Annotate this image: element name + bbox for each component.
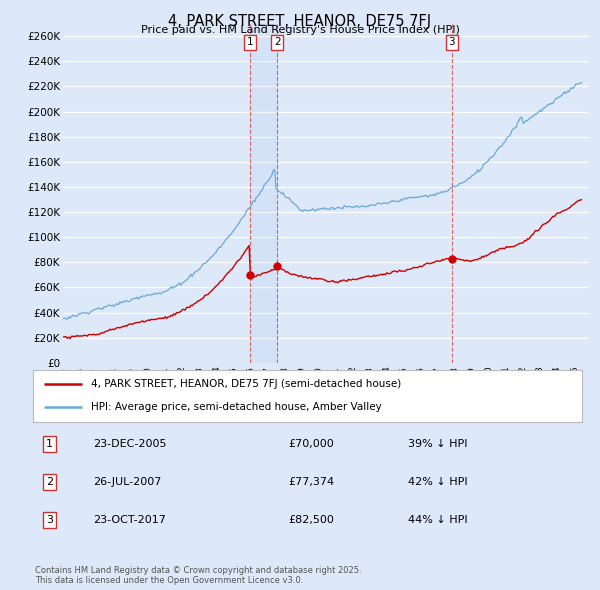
- Text: 26-JUL-2007: 26-JUL-2007: [93, 477, 161, 487]
- Bar: [250, 24, 277, 363]
- Text: 1: 1: [46, 439, 53, 448]
- Text: £82,500: £82,500: [288, 516, 334, 525]
- Text: 3: 3: [448, 37, 455, 47]
- Text: £70,000: £70,000: [288, 439, 334, 448]
- Text: 23-DEC-2005: 23-DEC-2005: [93, 439, 167, 448]
- Text: HPI: Average price, semi-detached house, Amber Valley: HPI: Average price, semi-detached house,…: [91, 402, 382, 412]
- Text: Price paid vs. HM Land Registry's House Price Index (HPI): Price paid vs. HM Land Registry's House …: [140, 25, 460, 35]
- Text: 4, PARK STREET, HEANOR, DE75 7FJ: 4, PARK STREET, HEANOR, DE75 7FJ: [169, 14, 431, 28]
- Text: 44% ↓ HPI: 44% ↓ HPI: [408, 516, 467, 525]
- Text: 3: 3: [46, 516, 53, 525]
- Text: 42% ↓ HPI: 42% ↓ HPI: [408, 477, 467, 487]
- Text: Contains HM Land Registry data © Crown copyright and database right 2025.
This d: Contains HM Land Registry data © Crown c…: [35, 566, 361, 585]
- Text: 23-OCT-2017: 23-OCT-2017: [93, 516, 166, 525]
- Text: £77,374: £77,374: [288, 477, 334, 487]
- Text: 2: 2: [274, 37, 280, 47]
- Text: 1: 1: [247, 37, 253, 47]
- Text: 39% ↓ HPI: 39% ↓ HPI: [408, 439, 467, 448]
- Text: 2: 2: [46, 477, 53, 487]
- Text: 4, PARK STREET, HEANOR, DE75 7FJ (semi-detached house): 4, PARK STREET, HEANOR, DE75 7FJ (semi-d…: [91, 379, 401, 389]
